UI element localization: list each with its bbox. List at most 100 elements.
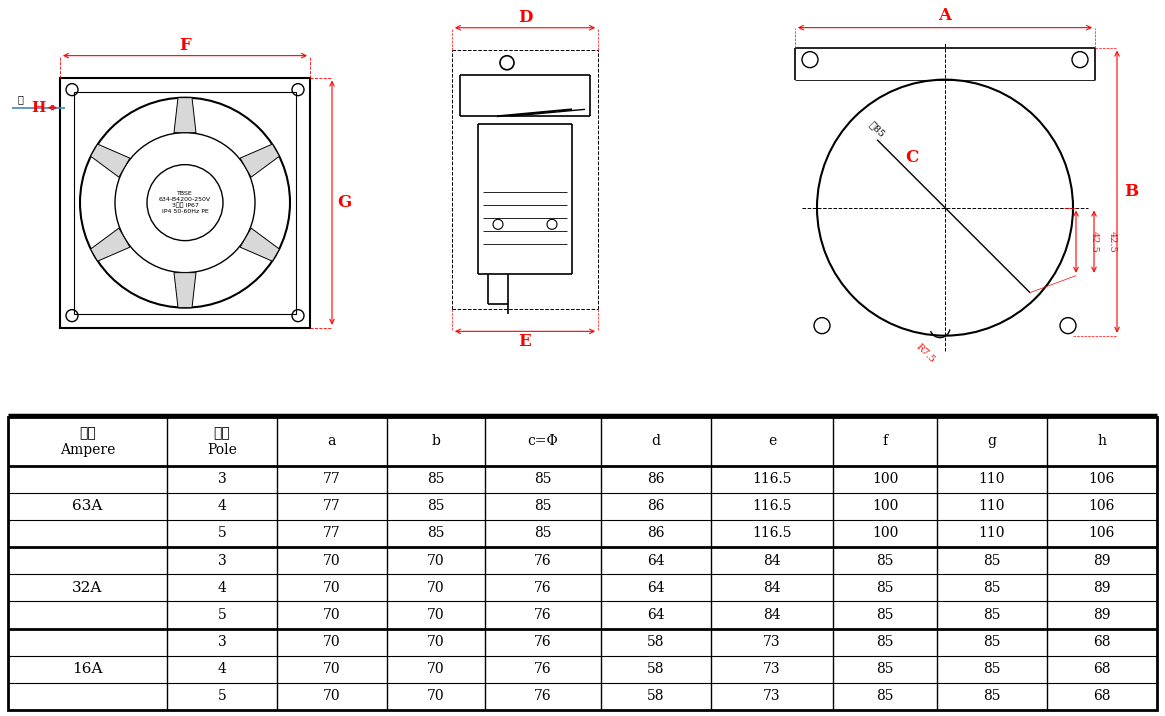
Text: 85: 85 [983,662,1001,677]
Text: 4: 4 [218,499,226,513]
Text: 100: 100 [871,526,898,541]
Text: 86: 86 [647,499,664,513]
Text: 68: 68 [1093,635,1110,649]
Text: 70: 70 [428,690,445,703]
Text: 84: 84 [763,581,781,595]
Text: f: f [882,435,888,448]
Text: b: b [431,435,440,448]
Text: E: E [518,333,531,350]
Text: 85: 85 [876,662,894,677]
Text: h: h [1097,435,1107,448]
Polygon shape [240,144,280,177]
Text: 85: 85 [428,499,445,513]
Text: 70: 70 [323,608,340,622]
Text: 5: 5 [218,608,226,622]
Text: 70: 70 [428,662,445,677]
Text: 85: 85 [534,499,551,513]
Text: 64: 64 [647,581,665,595]
Text: B: B [1124,183,1138,200]
Text: G: G [337,194,351,211]
Text: e: e [768,435,776,448]
Text: H: H [30,101,45,115]
Text: 70: 70 [323,581,340,595]
Text: 70: 70 [428,553,445,568]
Text: 85: 85 [876,690,894,703]
Text: 85: 85 [534,472,551,486]
Text: 58: 58 [647,690,664,703]
Text: g: g [988,435,996,448]
Text: 3: 3 [218,635,226,649]
Text: 86: 86 [647,526,664,541]
Text: 70: 70 [428,608,445,622]
Text: 116.5: 116.5 [753,526,792,541]
Text: 85: 85 [983,581,1001,595]
Text: 64: 64 [647,608,665,622]
Polygon shape [174,273,196,308]
Text: 70: 70 [323,553,340,568]
Text: 85: 85 [876,608,894,622]
Text: 86: 86 [647,472,664,486]
Text: 100: 100 [871,472,898,486]
Text: 极数
Pole: 极数 Pole [207,426,236,457]
Text: 5: 5 [218,690,226,703]
Text: 70: 70 [323,635,340,649]
Text: 42.5: 42.5 [1108,231,1116,253]
Text: 77: 77 [323,472,341,486]
Text: 77: 77 [323,499,341,513]
Text: 76: 76 [534,635,551,649]
Text: 3: 3 [218,472,226,486]
Text: R7.5: R7.5 [913,342,937,365]
Text: F: F [179,37,191,54]
Text: 32A: 32A [72,581,103,595]
Polygon shape [91,228,129,261]
Text: 76: 76 [534,553,551,568]
Text: 4: 4 [218,662,226,677]
Text: 85: 85 [876,635,894,649]
Text: c=Φ: c=Φ [528,435,558,448]
Text: 76: 76 [534,662,551,677]
Text: 100: 100 [871,499,898,513]
Text: d: d [651,435,661,448]
Text: 安培
Ampere: 安培 Ampere [59,426,115,457]
Text: 76: 76 [534,581,551,595]
Text: 89: 89 [1093,608,1110,622]
Text: 110: 110 [979,499,1005,513]
Text: 3: 3 [218,553,226,568]
Text: 73: 73 [763,690,781,703]
Text: 16A: 16A [72,662,103,677]
Text: 58: 58 [647,662,664,677]
Text: 84: 84 [763,608,781,622]
Text: 110: 110 [979,526,1005,541]
Text: 70: 70 [428,635,445,649]
Text: 85: 85 [983,553,1001,568]
Text: ∅85: ∅85 [868,120,887,139]
Text: 85: 85 [428,472,445,486]
Text: 116.5: 116.5 [753,499,792,513]
Polygon shape [240,228,280,261]
Text: a: a [327,435,337,448]
Text: 73: 73 [763,635,781,649]
Text: C: C [905,149,919,166]
Text: 85: 85 [876,581,894,595]
Text: A: A [939,7,952,24]
Text: 85: 85 [876,553,894,568]
Text: 58: 58 [647,635,664,649]
Text: 64: 64 [647,553,665,568]
Text: 73: 73 [763,662,781,677]
Text: D: D [517,9,532,26]
Text: 85: 85 [983,608,1001,622]
Text: 89: 89 [1093,581,1110,595]
Polygon shape [91,144,129,177]
Text: 106: 106 [1089,499,1115,513]
Text: 84: 84 [763,553,781,568]
Text: 110: 110 [979,472,1005,486]
Text: TBSE
634-B4200-250V
3极数 IP67
IP4 50-60Hz PE: TBSE 634-B4200-250V 3极数 IP67 IP4 50-60Hz… [158,191,211,214]
Text: 42.5: 42.5 [1089,231,1099,253]
Text: 76: 76 [534,608,551,622]
Text: 63A: 63A [72,499,103,513]
Text: 106: 106 [1089,472,1115,486]
Text: 68: 68 [1093,690,1110,703]
Text: 5: 5 [218,526,226,541]
Polygon shape [174,97,196,132]
Text: 70: 70 [323,690,340,703]
